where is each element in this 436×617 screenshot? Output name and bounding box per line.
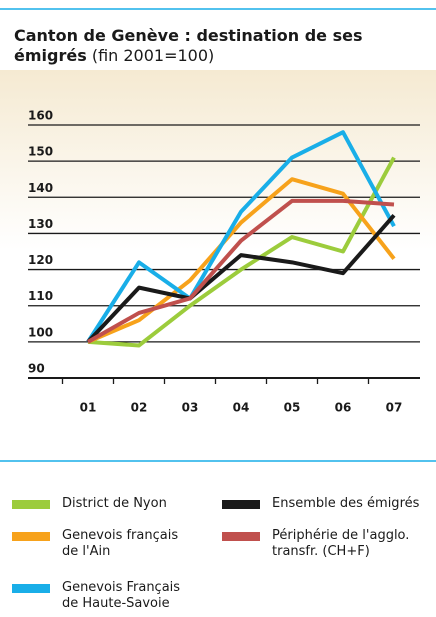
legend-item: Genevois français de l'Ain (12, 528, 178, 560)
legend-label: District de Nyon (62, 496, 167, 511)
y-tick-label: 160 (28, 109, 53, 123)
y-tick-label: 150 (28, 145, 53, 159)
legend-label: Genevois français de l'Ain (62, 528, 179, 559)
y-tick-label: 140 (28, 181, 53, 195)
series-line (86, 214, 396, 344)
legend-label: Genevois Français de Haute-Savoie (62, 580, 181, 611)
chart-subtitle: (fin 2001=100) (91, 46, 215, 65)
legend-item: Genevois Français de Haute-Savoie (12, 580, 180, 612)
chart-title: Canton de Genève : destination de ses ém… (14, 26, 363, 65)
y-tick-label: 100 (28, 325, 53, 339)
y-tick-label: 120 (28, 253, 53, 267)
series-line (87, 156, 396, 348)
legend-swatch (12, 584, 50, 593)
legend-item: District de Nyon (12, 496, 167, 512)
legend-swatch (12, 500, 50, 509)
x-tick-label: 06 (335, 401, 352, 415)
legend-item: Périphérie de l'agglo. transfr. (CH+F) (222, 528, 409, 560)
y-tick-label: 90 (28, 362, 45, 376)
x-tick-label: 07 (386, 401, 403, 415)
legend-swatch (12, 532, 50, 541)
legend: District de Nyon Genevois français de l'A… (0, 488, 436, 617)
x-tick-label: 05 (284, 401, 301, 415)
series-line (87, 177, 396, 344)
x-tick-label: 03 (182, 401, 199, 415)
series-line (87, 198, 395, 344)
x-tick-label: 01 (80, 401, 97, 415)
background (0, 70, 436, 250)
y-tick-label: 130 (28, 217, 53, 231)
x-tick-label: 02 (131, 401, 148, 415)
y-tick-label: 110 (28, 289, 53, 303)
x-tick-label: 04 (233, 401, 250, 415)
legend-label: Périphérie de l'agglo. transfr. (CH+F) (272, 528, 410, 559)
legend-swatch (222, 532, 260, 541)
legend-item: Ensemble des émigrés (222, 496, 419, 512)
series-line (86, 130, 396, 343)
legend-swatch (222, 500, 260, 509)
title-block: Canton de Genève : destination de ses ém… (14, 26, 414, 66)
legend-label: Ensemble des émigrés (272, 496, 420, 511)
